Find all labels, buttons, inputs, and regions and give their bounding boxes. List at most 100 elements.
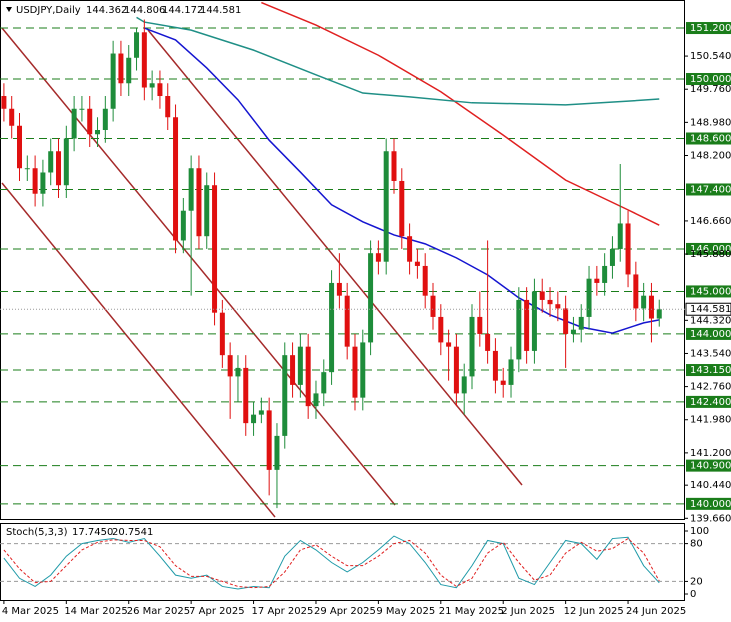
candle-body — [375, 253, 381, 262]
x-tick-label: 2 Jun 2025 — [501, 606, 555, 617]
level-label: 140.900 — [690, 461, 731, 472]
candle-body — [219, 312, 225, 356]
level-box — [686, 497, 731, 510]
moving-average — [261, 1, 660, 226]
candle-body — [321, 372, 327, 394]
level-label: 142.400 — [690, 397, 731, 408]
y-tick-label: 150.540 — [690, 51, 731, 62]
level-label: 150.000 — [690, 74, 731, 85]
header-close: 144.581 — [200, 5, 241, 16]
candle-body — [648, 295, 654, 319]
stoch-title: Stoch(5,3,3) — [6, 527, 68, 538]
candle-body — [251, 414, 257, 424]
candle-body — [594, 278, 600, 283]
level-box — [686, 242, 731, 255]
candle-body — [297, 346, 303, 385]
candle-body — [329, 282, 335, 373]
candle-body — [586, 278, 592, 317]
candle-body — [500, 380, 506, 385]
x-tick-label: 14 Mar 2025 — [64, 606, 127, 617]
stoch-d: 20.7541 — [112, 527, 153, 538]
candle-body — [48, 151, 54, 173]
candle-body — [477, 316, 483, 334]
candle-body — [516, 299, 522, 360]
y-tick-label: 139.660 — [690, 513, 731, 524]
level-box — [686, 132, 731, 145]
level-label: 143.150 — [690, 365, 731, 376]
candle-body — [87, 108, 93, 135]
candle-body — [360, 342, 366, 398]
y-tick-label: 100 — [690, 526, 709, 537]
level-box — [686, 327, 731, 340]
candle-body — [79, 108, 85, 110]
candle-body — [24, 168, 30, 170]
candle-body — [180, 210, 186, 241]
stoch-k: 17.7450 — [72, 527, 113, 538]
level-box — [686, 395, 731, 408]
candle-body — [305, 346, 311, 407]
level-box — [686, 183, 731, 196]
candle-body — [118, 53, 124, 84]
level-label: 144.000 — [690, 329, 731, 340]
x-tick-label: 4 Mar 2025 — [2, 606, 59, 617]
candle-body — [157, 83, 163, 97]
price-box — [685, 302, 731, 316]
candle-body — [547, 299, 553, 305]
header-high: 144.806 — [124, 5, 165, 16]
y-tick-label: 145.880 — [690, 249, 731, 260]
y-tick-label: 140.440 — [690, 480, 731, 491]
candle-body — [602, 265, 608, 283]
candle-body — [32, 168, 38, 194]
trendline — [1, 27, 396, 506]
candle-body — [469, 316, 475, 377]
y-tick-label: 80 — [690, 539, 703, 550]
stoch-frame — [0, 523, 685, 601]
stoch-line — [3, 535, 660, 590]
candle-body — [56, 151, 62, 186]
candle-body — [422, 265, 428, 296]
candle-body — [430, 295, 436, 317]
level-box — [686, 364, 731, 377]
candle-body — [555, 304, 561, 309]
level-box — [686, 285, 731, 298]
trendline — [1, 182, 276, 518]
x-tick-label: 26 Mar 2025 — [127, 606, 190, 617]
candle-body — [9, 108, 15, 126]
header-open: 144.362 — [86, 5, 127, 16]
candle-body — [110, 53, 116, 109]
candle-body — [188, 168, 194, 211]
candle-body — [204, 185, 210, 237]
level-box — [686, 73, 731, 86]
moving-average — [136, 16, 660, 106]
candle-body — [399, 180, 405, 237]
candle-body — [71, 108, 77, 139]
candle-body — [336, 282, 342, 296]
candle-body — [40, 172, 46, 194]
candle-body — [95, 130, 101, 135]
candle-body — [617, 223, 623, 249]
candle-body — [352, 346, 358, 398]
candle-body — [134, 32, 140, 58]
candle-body — [446, 342, 452, 347]
candle-body — [212, 185, 218, 313]
y-tick-label: 20 — [690, 576, 703, 587]
candle-body — [344, 295, 350, 347]
candle-body — [407, 236, 413, 262]
candle-body — [235, 367, 241, 377]
level-box — [686, 459, 731, 472]
candle-body — [391, 151, 397, 181]
candle-body — [438, 316, 444, 343]
level-label: 151.200 — [690, 23, 731, 34]
candle-body — [656, 309, 662, 319]
candle-body — [258, 410, 264, 415]
y-tick-label: 148.980 — [690, 117, 731, 128]
y-tick-label: 146.660 — [690, 216, 731, 227]
x-tick-label: 17 Apr 2025 — [252, 606, 314, 617]
y-tick-label: 142.760 — [690, 382, 731, 393]
candle-body — [633, 274, 639, 309]
x-tick-label: 7 Apr 2025 — [189, 606, 244, 617]
x-tick-label: 24 Jun 2025 — [626, 606, 686, 617]
candle-body — [290, 355, 296, 385]
